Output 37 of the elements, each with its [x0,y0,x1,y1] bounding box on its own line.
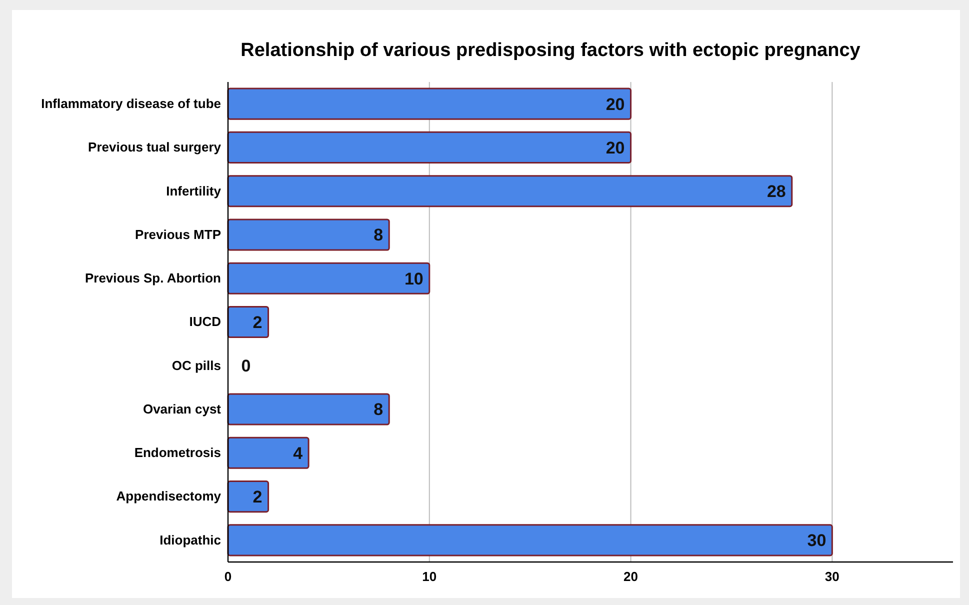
bar [227,175,793,208]
y-tick-label: Previous tual surgery [88,140,222,155]
bar [227,480,270,513]
data-label: 2 [252,487,262,506]
chart-title: Relationship of various predisposing factors with ectopic pregnancy [240,40,861,61]
y-tick-label: Previous Sp. Abortion [84,270,222,286]
bar [227,436,310,469]
x-tick-label: 30 [824,569,840,584]
bar [227,393,390,426]
x-tick-label: 10 [422,569,437,584]
bar [227,524,833,556]
bar [227,262,430,294]
x-tick-label: 20 [624,569,638,584]
bar [227,218,390,251]
bar [227,306,270,338]
bar [227,131,632,164]
data-label: 28 [766,182,786,202]
y-tick-label: Idiopathic [160,532,221,548]
y-tick-label: Endometrosis [134,445,221,460]
data-label: 20 [606,94,625,114]
y-tick-label: OC pills [172,358,221,373]
x-tick-label: 0 [224,569,232,584]
data-label: 8 [374,400,384,420]
y-tick-label: Infertility [166,183,222,198]
y-tick-label: Previous MTP [135,226,222,242]
data-label: 2 [252,312,262,332]
data-label: 30 [807,531,826,550]
data-label: 0 [241,356,251,376]
bar [227,88,632,120]
y-tick-label: Inflammatory disease of tube [41,96,221,111]
data-label: 10 [404,269,424,288]
data-label: 20 [606,138,625,158]
y-tick-label: IUCD [189,314,221,330]
y-tick-label: Ovarian cyst [142,401,222,416]
y-tick-label: Appendisectomy [116,488,222,504]
data-label: 4 [293,444,304,463]
data-label: 8 [374,226,384,245]
